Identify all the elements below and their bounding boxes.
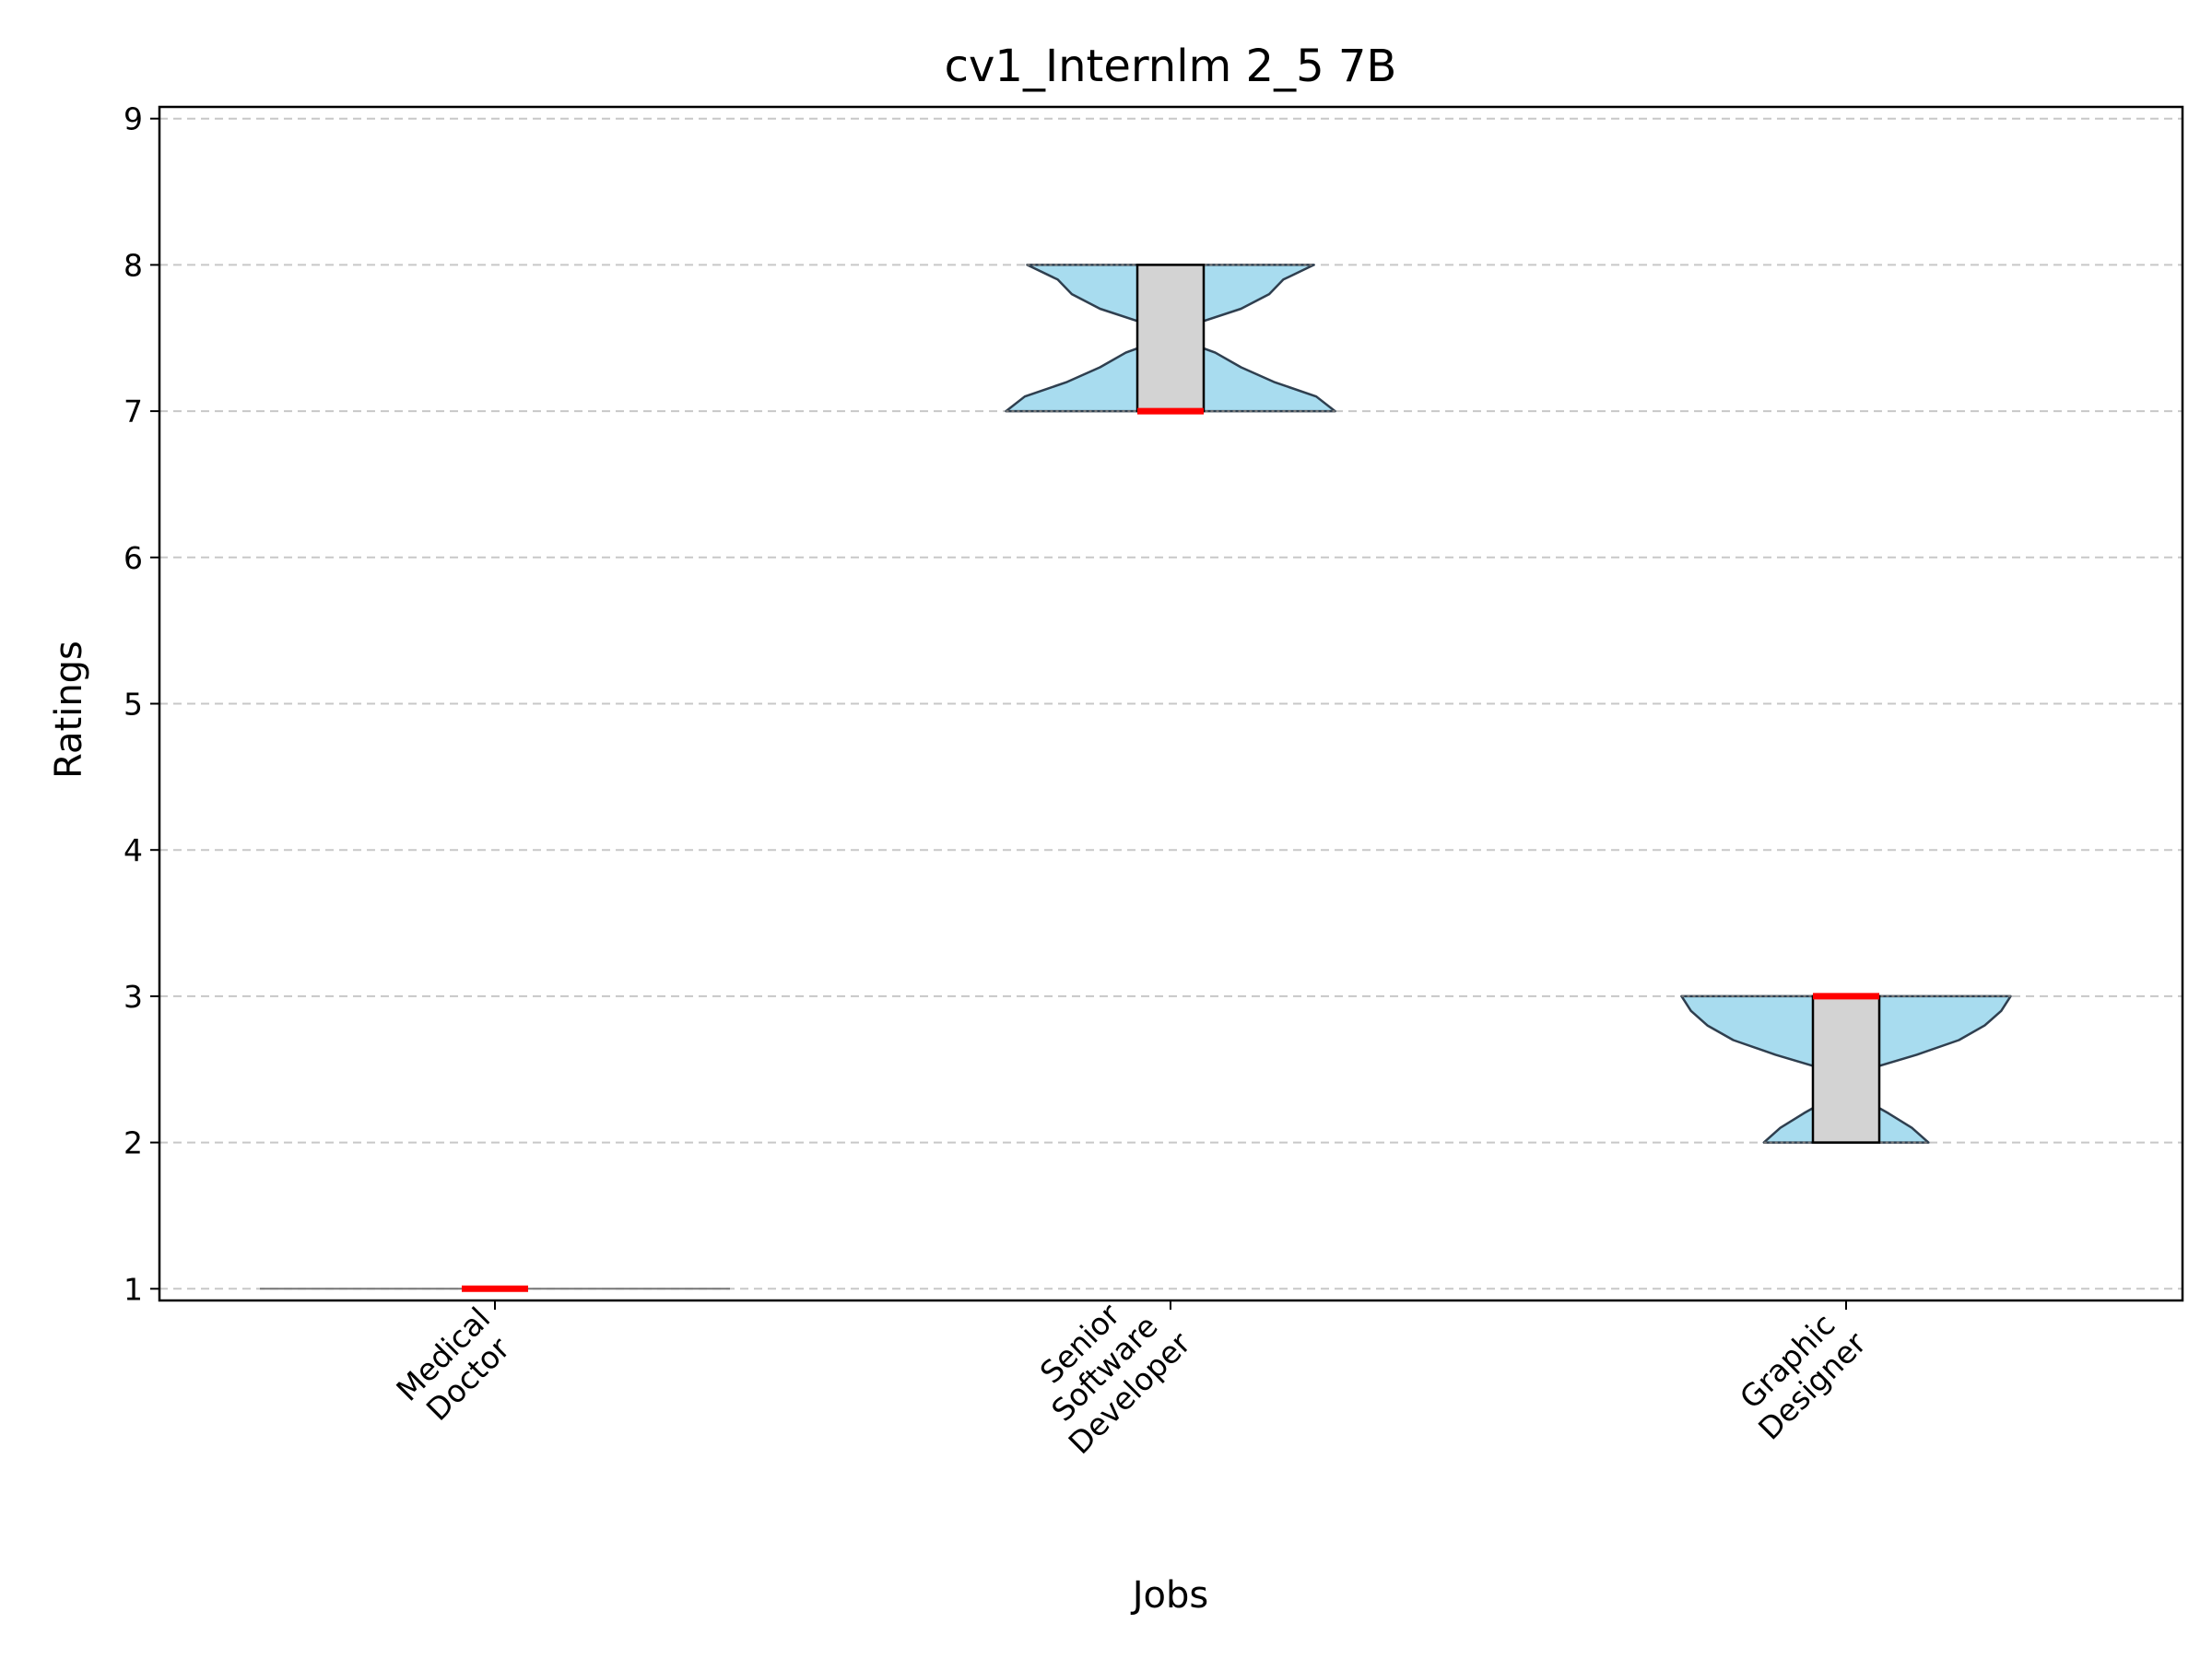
x-axis-ticks: MedicalDoctor SeniorSoftwareDeveloper Grap… <box>389 1296 1873 1461</box>
x-tick-label-2: GraphicDesigner <box>1726 1300 1873 1446</box>
violin-group-1 <box>1005 264 1336 415</box>
y-tick-label-5: 5 <box>124 687 143 723</box>
y-axis-title: Ratings <box>48 641 90 779</box>
y-tick-label-4: 4 <box>124 832 143 868</box>
y-tick-label-2: 2 <box>124 1125 143 1161</box>
y-tick-label-3: 3 <box>124 979 143 1015</box>
y-tick-label-6: 6 <box>124 540 143 576</box>
x-axis-title: Jobs <box>1130 1574 1209 1617</box>
chart-title: cv1_Internlm 2_5 7B <box>945 41 1397 92</box>
y-axis-ticks: 1 2 3 4 5 6 7 8 9 <box>124 101 159 1307</box>
y-tick-label-8: 8 <box>124 247 143 283</box>
y-tick-label-1: 1 <box>124 1271 143 1307</box>
iqr-box-2 <box>1811 994 1881 1144</box>
iqr-box-1 <box>1135 264 1206 413</box>
y-tick-label-9: 9 <box>124 101 143 137</box>
violins <box>260 264 2012 1292</box>
violin-group-2 <box>1680 993 2012 1144</box>
x-tick-label-0: MedicalDoctor <box>389 1300 522 1433</box>
y-tick-label-7: 7 <box>124 394 143 429</box>
